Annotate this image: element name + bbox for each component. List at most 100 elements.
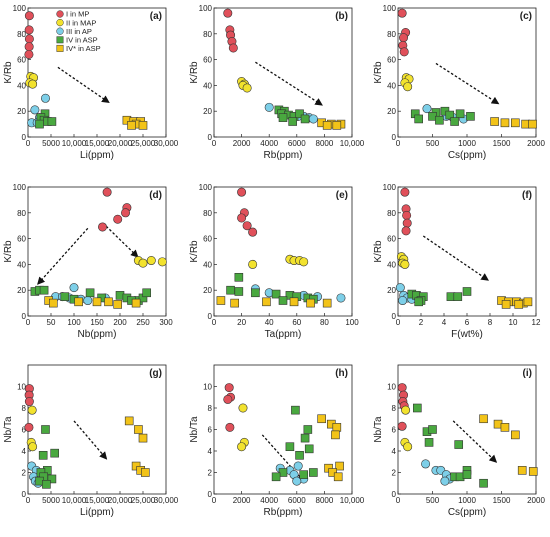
x-tick-label: 500 — [426, 496, 440, 505]
y-tick-label: 60 — [203, 235, 212, 244]
group-iv-star-point — [289, 297, 299, 307]
group-iv-point — [60, 292, 70, 301]
group-ii-point — [401, 405, 411, 415]
y-tick-label: 4 — [392, 447, 397, 456]
group-iv-star-point — [322, 121, 332, 130]
x-tick-label: 0 — [396, 139, 401, 148]
panel-label: (b) — [335, 11, 348, 22]
y-tick-label: 0 — [208, 490, 213, 499]
x-tick-label: 8000 — [316, 496, 334, 505]
group-i-point — [400, 187, 410, 197]
x-tick-label: 2 — [419, 318, 424, 327]
group-iv-star-point — [216, 296, 226, 305]
group-iv-star-point — [48, 298, 58, 308]
y-tick-label: 4 — [208, 447, 213, 456]
group-i-point — [401, 226, 411, 236]
group-iii-point — [336, 293, 346, 303]
group-iv-point — [35, 119, 44, 129]
y-tick-label: 100 — [199, 4, 213, 13]
group-i-point — [24, 49, 34, 59]
group-iv-star-point — [500, 118, 510, 128]
group-iv-star-point — [322, 298, 332, 308]
group-i-point — [397, 421, 407, 431]
y-tick-label: 0 — [208, 312, 213, 321]
legend-label-group-ii: II in MAP — [66, 18, 96, 27]
group-iv-point — [278, 113, 288, 122]
panel-b: 0 2000 4000 6000 8000 10,000 0 20 40 60 80 100 Rb(pp… — [189, 4, 365, 161]
y-tick-label: 100 — [383, 4, 397, 13]
group-iv-star-point — [306, 298, 315, 308]
legend-marker-group-i — [56, 10, 64, 18]
y-tick-label: 0 — [22, 133, 27, 142]
y-tick-label: 20 — [203, 286, 212, 295]
x-tick-label: 8000 — [316, 139, 334, 148]
group-iv-star-point — [332, 121, 342, 130]
group-iv-star-point — [138, 433, 148, 443]
trend-arrow — [102, 222, 139, 258]
group-iii-point — [440, 476, 450, 486]
group-iii-point — [308, 114, 318, 124]
y-tick-label: 2 — [392, 469, 397, 478]
group-iv-point — [42, 480, 51, 489]
group-iv-point — [309, 468, 318, 477]
group-iv-point — [435, 115, 444, 125]
x-axis-label: Cs(ppm) — [448, 507, 486, 518]
x-tick-label: 6 — [465, 318, 470, 327]
x-tick-label: 12 — [532, 318, 541, 327]
group-iv-point — [466, 112, 475, 121]
group-iv-point — [454, 440, 464, 449]
x-tick-label: 20 — [237, 318, 246, 327]
group-i-point — [102, 187, 112, 197]
y-tick-label: 80 — [203, 209, 212, 218]
y-tick-label: 40 — [17, 81, 26, 90]
group-iv-point — [85, 288, 95, 298]
group-iv-star-point — [490, 117, 499, 126]
group-iv-star-point — [510, 118, 520, 128]
panel-label: (c) — [520, 11, 532, 22]
x-tick-label: 100 — [345, 318, 359, 327]
group-iv-point — [142, 288, 151, 298]
x-tick-label: 1500 — [493, 496, 511, 505]
legend-marker-group-iv-star — [56, 44, 64, 52]
group-iv-point — [50, 448, 59, 458]
trend-arrow — [435, 62, 500, 105]
group-iv-star-point — [335, 461, 344, 471]
x-tick-label: 4000 — [260, 496, 278, 505]
x-tick-label: 2000 — [233, 496, 251, 505]
y-tick-label: 40 — [387, 81, 396, 90]
group-i-point — [228, 43, 238, 53]
x-tick-label: 80 — [320, 318, 329, 327]
group-iv-star-point — [528, 467, 538, 476]
group-iii-point — [421, 459, 431, 469]
group-iv-star-point — [262, 297, 271, 307]
x-tick-label: 10,000 — [62, 496, 87, 505]
group-iv-point — [428, 425, 437, 434]
y-axis-label: Nb/Ta — [373, 416, 384, 443]
group-ii-point — [157, 257, 167, 267]
group-iv-star-point — [134, 425, 143, 434]
group-iv-star-point — [528, 119, 537, 129]
x-tick-label: 0 — [212, 318, 217, 327]
y-axis-label: K/Rb — [373, 240, 384, 263]
legend-label-group-iv: IV in ASP — [66, 36, 98, 45]
group-iv-point — [41, 425, 50, 434]
x-tick-label: 10,000 — [62, 139, 87, 148]
group-iv-point — [300, 114, 310, 124]
group-iv-star-point — [141, 468, 150, 477]
y-tick-label: 0 — [208, 133, 213, 142]
group-ii-point — [28, 442, 38, 452]
group-iv-star-point — [333, 472, 343, 482]
y-tick-label: 8 — [22, 404, 27, 413]
legend-marker-group-iii — [56, 27, 64, 35]
x-tick-label: 50 — [47, 318, 56, 327]
group-i-point — [223, 394, 233, 404]
group-iv-star-point — [317, 414, 326, 424]
x-tick-label: 40 — [265, 318, 274, 327]
group-iv-star-point — [131, 298, 141, 308]
legend-marker-group-iv — [56, 36, 64, 44]
trend-arrow — [37, 227, 89, 285]
x-tick-label: 200 — [113, 318, 127, 327]
group-iv-point — [226, 285, 235, 295]
panel-d: 0 50 100 150 200 250 300 0 20 40 60 80 100 Nb(ppm) K/R… — [3, 183, 173, 340]
